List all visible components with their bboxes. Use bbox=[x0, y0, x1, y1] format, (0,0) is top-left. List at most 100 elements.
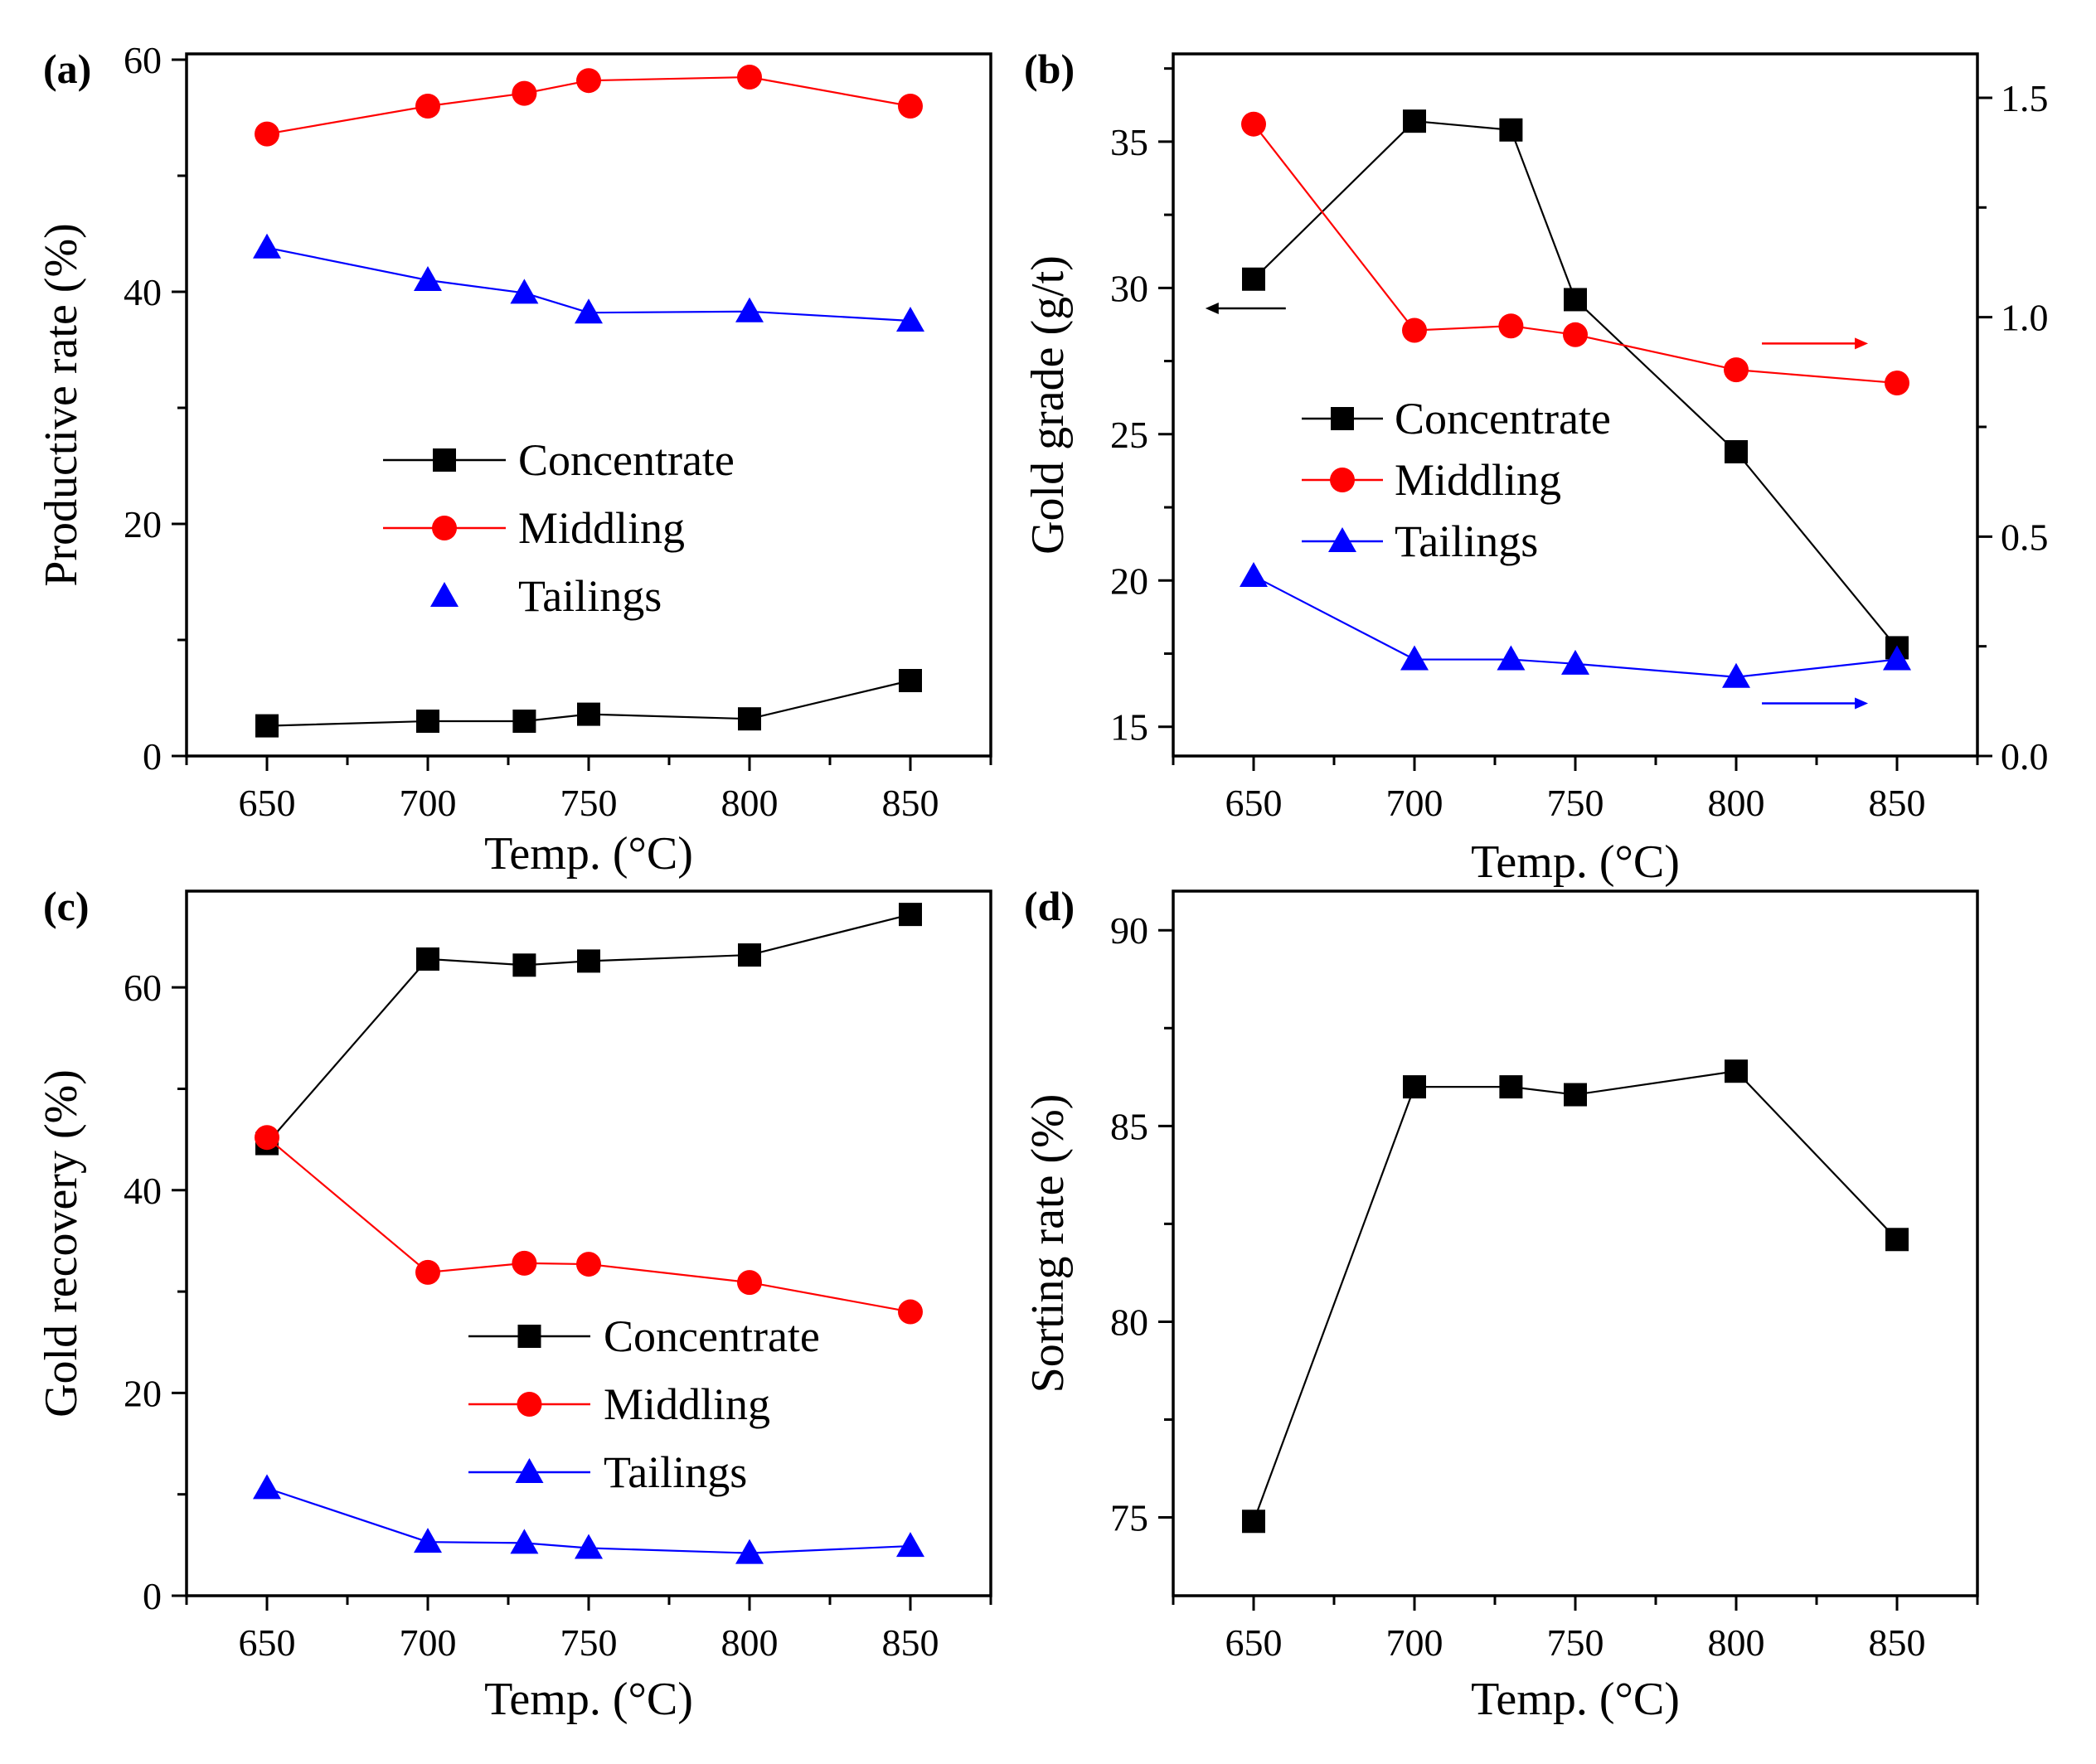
series-middling bbox=[255, 1125, 923, 1325]
x-tick-label: 700 bbox=[400, 1621, 457, 1664]
x-axis-title: Temp. (°C) bbox=[1471, 1674, 1680, 1725]
x-tick-label: 850 bbox=[1869, 1621, 1926, 1664]
x-axis-title: Temp. (°C) bbox=[484, 1674, 693, 1725]
x-tick-label: 850 bbox=[882, 1621, 939, 1664]
y-tick-label: 35 bbox=[1110, 121, 1148, 163]
y-tick-label: 25 bbox=[1110, 414, 1148, 456]
legend-marker bbox=[1330, 468, 1355, 492]
data-point bbox=[510, 279, 539, 304]
x-tick-label: 750 bbox=[1547, 1621, 1604, 1664]
series-concentrate bbox=[255, 903, 922, 1156]
x-tick-label: 700 bbox=[1386, 782, 1443, 824]
y-tick-label: 75 bbox=[1110, 1497, 1148, 1539]
series-line bbox=[266, 679, 911, 727]
data-point bbox=[1725, 1059, 1748, 1083]
x-tick-label: 800 bbox=[1708, 782, 1765, 824]
series-line bbox=[266, 246, 911, 322]
data-point bbox=[738, 707, 761, 731]
y-tick-label: 40 bbox=[124, 271, 162, 313]
series-tailings bbox=[253, 233, 924, 332]
series-line bbox=[266, 914, 911, 1145]
data-point bbox=[899, 669, 922, 692]
legend-marker bbox=[1328, 527, 1356, 552]
data-point bbox=[1498, 313, 1524, 339]
data-point bbox=[1242, 1510, 1265, 1534]
data-point bbox=[735, 297, 764, 322]
legend-label: Tailings bbox=[604, 1447, 747, 1497]
series-line bbox=[1253, 120, 1898, 649]
x-tick-label: 650 bbox=[239, 782, 296, 824]
data-point bbox=[416, 710, 439, 733]
y2-tick-label: 1.5 bbox=[2001, 77, 2049, 119]
panel-label: (b) bbox=[1024, 46, 1075, 92]
x-tick-label: 650 bbox=[1225, 782, 1283, 824]
data-point bbox=[253, 233, 281, 259]
data-point bbox=[899, 903, 922, 927]
legend: Concentrate Middling Tailings bbox=[1302, 394, 1611, 566]
series-tailings bbox=[253, 1474, 924, 1564]
series-line bbox=[1252, 1070, 1898, 1522]
data-point bbox=[1499, 118, 1523, 142]
y-tick-label: 60 bbox=[124, 967, 162, 1009]
data-point bbox=[414, 266, 442, 291]
x-tick-label: 650 bbox=[1225, 1621, 1283, 1664]
series-middling bbox=[255, 65, 923, 147]
data-point bbox=[1497, 645, 1526, 671]
y-tick-label: 90 bbox=[1110, 909, 1148, 952]
y2-tick-label: 0.5 bbox=[2001, 516, 2049, 558]
y-tick-label: 85 bbox=[1110, 1105, 1148, 1147]
panel-label: (a) bbox=[43, 46, 91, 92]
data-point bbox=[576, 1252, 601, 1277]
data-point bbox=[1722, 662, 1750, 688]
x-axis-title: Temp. (°C) bbox=[484, 828, 693, 880]
data-point bbox=[255, 714, 279, 738]
data-point bbox=[1564, 288, 1587, 312]
x-tick-label: 750 bbox=[560, 782, 618, 824]
legend-label: Middling bbox=[604, 1379, 770, 1429]
data-point bbox=[1564, 1083, 1587, 1107]
panel-label: (c) bbox=[43, 883, 90, 929]
x-tick-label: 800 bbox=[721, 782, 779, 824]
x-tick-label: 850 bbox=[1869, 782, 1926, 824]
legend-marker bbox=[515, 1458, 544, 1483]
x-tick-label: 850 bbox=[882, 782, 939, 824]
axis-indicator-arrows bbox=[1205, 303, 1869, 710]
x-tick-label: 700 bbox=[400, 782, 457, 824]
y2-tick-label: 0.0 bbox=[2001, 735, 2049, 778]
data-point bbox=[415, 1259, 440, 1285]
data-point bbox=[1885, 1228, 1909, 1252]
series-sorting-rate bbox=[1242, 1059, 1909, 1534]
legend-label: Concentrate bbox=[1395, 394, 1611, 443]
data-point bbox=[1400, 645, 1429, 671]
data-point bbox=[512, 953, 536, 977]
data-point bbox=[1402, 317, 1427, 343]
data-point bbox=[512, 710, 536, 733]
legend-label: Tailings bbox=[1395, 516, 1538, 566]
plot-frame bbox=[1172, 889, 1979, 1597]
data-point bbox=[1724, 357, 1749, 383]
y-axis-title: Gold recovery (%) bbox=[36, 1069, 87, 1418]
series-line bbox=[1253, 124, 1898, 385]
legend-marker bbox=[432, 516, 457, 540]
data-point bbox=[1499, 1075, 1523, 1099]
data-point bbox=[255, 121, 279, 147]
series-concentrate bbox=[1242, 109, 1909, 660]
series-tailings bbox=[1240, 561, 1911, 688]
data-point bbox=[898, 94, 923, 119]
y-tick-label: 20 bbox=[124, 1372, 162, 1414]
y-tick-label: 30 bbox=[1110, 267, 1148, 309]
data-point bbox=[576, 68, 601, 94]
y-axis-title: Productive rate (%) bbox=[36, 223, 87, 586]
legend-marker bbox=[517, 1392, 542, 1417]
y-tick-label: 60 bbox=[124, 39, 162, 81]
data-point bbox=[1725, 439, 1748, 463]
y-axis-title: Sorting rate (%) bbox=[1022, 1094, 1074, 1393]
data-point bbox=[898, 1299, 923, 1325]
panel-label: (d) bbox=[1024, 883, 1075, 929]
legend: Concentrate Middling Tailings bbox=[383, 435, 735, 621]
data-point bbox=[1242, 267, 1265, 291]
x-tick-label: 650 bbox=[239, 1621, 296, 1664]
chart-panel-2: 650 700 750 800 850 15 20 25 30 35 0.0 0.5 1.0 1.5 Tem… bbox=[1022, 46, 2049, 888]
series-line bbox=[1253, 574, 1898, 678]
